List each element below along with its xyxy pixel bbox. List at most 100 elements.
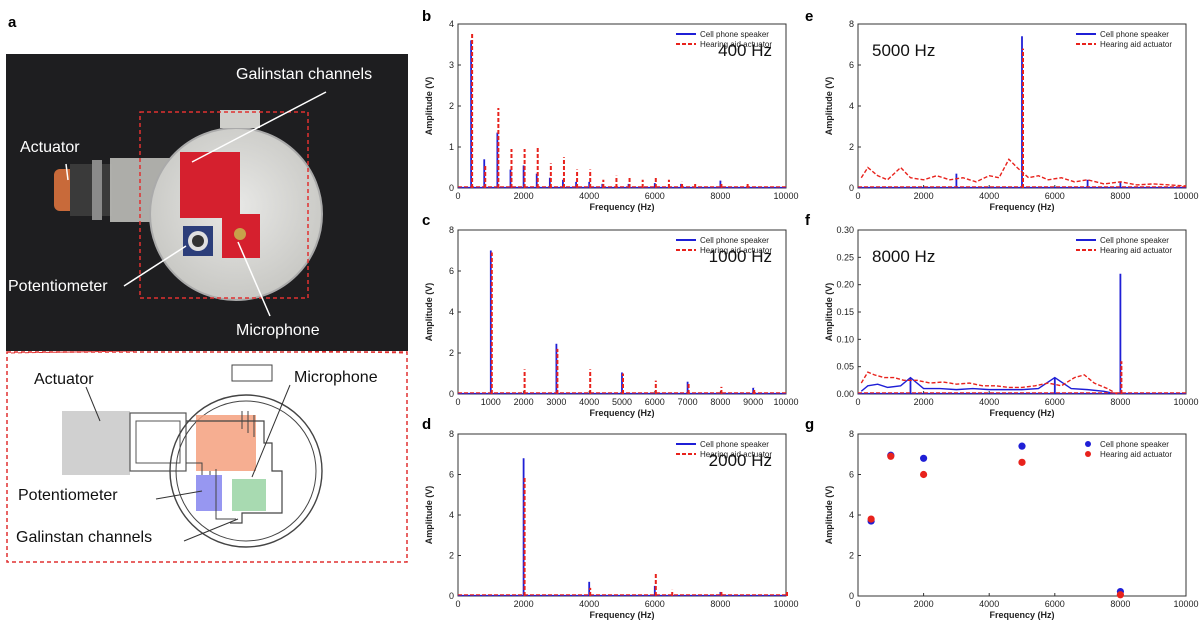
panel-letter-b: b [422, 8, 432, 25]
y-tick-label: 6 [449, 266, 454, 276]
x-axis-title: Frequency (Hz) [589, 202, 654, 212]
scatter-point [887, 452, 895, 460]
scatter-point [1116, 591, 1124, 599]
schematic-callout-actuator: Actuator [34, 371, 94, 388]
schematic-plate [169, 394, 323, 548]
schematic-pcb-region [196, 415, 256, 471]
y-axis-title: Amplitude (V) [824, 486, 834, 545]
x-axis-title: Frequency (Hz) [989, 202, 1054, 212]
x-tick-label: 3000 [546, 397, 566, 407]
chart-b: 0 2000 4000 6000 8000 10000 0 1 2 3 4 Frequency (Hz… [424, 19, 799, 212]
x-tick-label: 0 [455, 599, 460, 609]
series-cell-phone-speaker [858, 273, 1186, 395]
legend-label: Cell phone speaker [700, 30, 769, 39]
x-tick-label: 10000 [1173, 397, 1198, 407]
photo-callout-actuator: Actuator [20, 139, 80, 156]
x-tick-label: 2000 [914, 397, 934, 407]
x-tick-label: 4000 [979, 397, 999, 407]
x-tick-label: 8000 [710, 599, 730, 609]
x-tick-label: 10000 [773, 397, 798, 407]
x-tick-label: 10000 [1173, 191, 1198, 201]
x-tick-label: 0 [455, 397, 460, 407]
y-tick-label: 0.15 [836, 307, 854, 317]
y-tick-label: 2 [449, 348, 454, 358]
x-tick-label: 6000 [1045, 599, 1065, 609]
x-tick-label: 8000 [1110, 191, 1130, 201]
schematic-drawing [6, 350, 408, 563]
y-tick-label: 0 [449, 389, 454, 399]
schematic-potentiometer-region [196, 475, 222, 511]
zoom-box [139, 111, 309, 299]
scatter-point [920, 470, 928, 479]
x-tick-label: 1000 [481, 397, 501, 407]
legend-label: Hearing aid actuator [1100, 450, 1172, 459]
legend-marker [1085, 441, 1091, 447]
x-axis-title: Frequency (Hz) [989, 408, 1054, 418]
y-tick-label: 0.25 [836, 252, 854, 262]
frequency-label: 1000 Hz [709, 247, 772, 266]
y-axis-title: Amplitude (V) [424, 77, 434, 136]
y-tick-label: 0 [849, 591, 854, 601]
series-hearing-aid-actuator [458, 476, 788, 596]
series-hearing-aid-actuator [458, 252, 786, 394]
schematic-callout-potentiometer: Potentiometer [18, 487, 118, 504]
x-tick-label: 0 [455, 191, 460, 201]
x-tick-label: 4000 [979, 191, 999, 201]
series-cell-phone-speaker [458, 458, 786, 597]
pcb-main [180, 152, 240, 218]
y-tick-label: 2 [849, 551, 854, 561]
x-tick-label: 6000 [645, 191, 665, 201]
y-tick-label: 4 [849, 510, 854, 520]
device-photo-drawing [6, 54, 408, 351]
panel-letter-f: f [805, 212, 810, 229]
x-tick-label: 10000 [773, 191, 798, 201]
x-tick-label: 0 [855, 599, 860, 609]
y-axis-title: Amplitude (V) [824, 77, 834, 136]
series-cell-phone-speaker [458, 40, 786, 189]
schematic-callout-galinstan: Galinstan channels [16, 529, 153, 546]
chart-d: 0 2000 4000 6000 8000 10000 0 2 4 6 8 Frequency (Hz… [424, 429, 799, 620]
series-cell-phone-speaker [458, 250, 786, 395]
y-tick-label: 0.10 [836, 334, 854, 344]
y-tick-label: 0 [449, 183, 454, 193]
schematic-microphone-region [232, 479, 266, 511]
scatter-point [1018, 458, 1026, 466]
y-tick-label: 4 [449, 19, 454, 29]
series-hearing-aid-actuator [858, 48, 1187, 188]
x-tick-label: 4000 [579, 397, 599, 407]
panel-letter-c: c [422, 212, 431, 229]
x-axis-title: Frequency (Hz) [589, 408, 654, 418]
legend-label: Cell phone speaker [700, 236, 769, 245]
x-tick-label: 8000 [710, 191, 730, 201]
x-tick-label: 6000 [645, 599, 665, 609]
legend-label: Hearing aid actuator [700, 40, 772, 49]
legend-label: Hearing aid actuator [700, 246, 772, 255]
y-tick-label: 0.20 [836, 280, 854, 290]
x-tick-label: 2000 [514, 397, 534, 407]
y-axis-title: Amplitude (V) [824, 283, 834, 342]
x-axis-title: Frequency (Hz) [589, 610, 654, 620]
x-tick-label: 8000 [1110, 599, 1130, 609]
photo-callout-potentiometer: Potentiometer [8, 278, 108, 295]
x-tick-label: 2000 [514, 191, 534, 201]
x-axis-title: Frequency (Hz) [989, 610, 1054, 620]
y-tick-label: 0 [449, 591, 454, 601]
scatter-point [867, 515, 875, 523]
panel-letter-e: e [805, 8, 814, 25]
device-photo: Galinstan channels Actuator Potentiomete… [6, 54, 408, 351]
noise-trace [860, 158, 1187, 187]
x-tick-label: 4000 [579, 599, 599, 609]
y-tick-label: 4 [449, 510, 454, 520]
x-tick-label: 7000 [678, 397, 698, 407]
y-axis-title: Amplitude (V) [424, 486, 434, 545]
schematic-actuator [62, 411, 130, 475]
y-tick-label: 3 [449, 60, 454, 70]
x-tick-label: 4000 [579, 191, 599, 201]
legend-marker [1085, 451, 1091, 457]
x-tick-label: 6000 [645, 397, 665, 407]
photo-callout-galinstan: Galinstan channels [236, 66, 373, 83]
scatter-point [920, 454, 928, 462]
x-tick-label: 8000 [1110, 397, 1130, 407]
x-tick-label: 2000 [914, 599, 934, 609]
